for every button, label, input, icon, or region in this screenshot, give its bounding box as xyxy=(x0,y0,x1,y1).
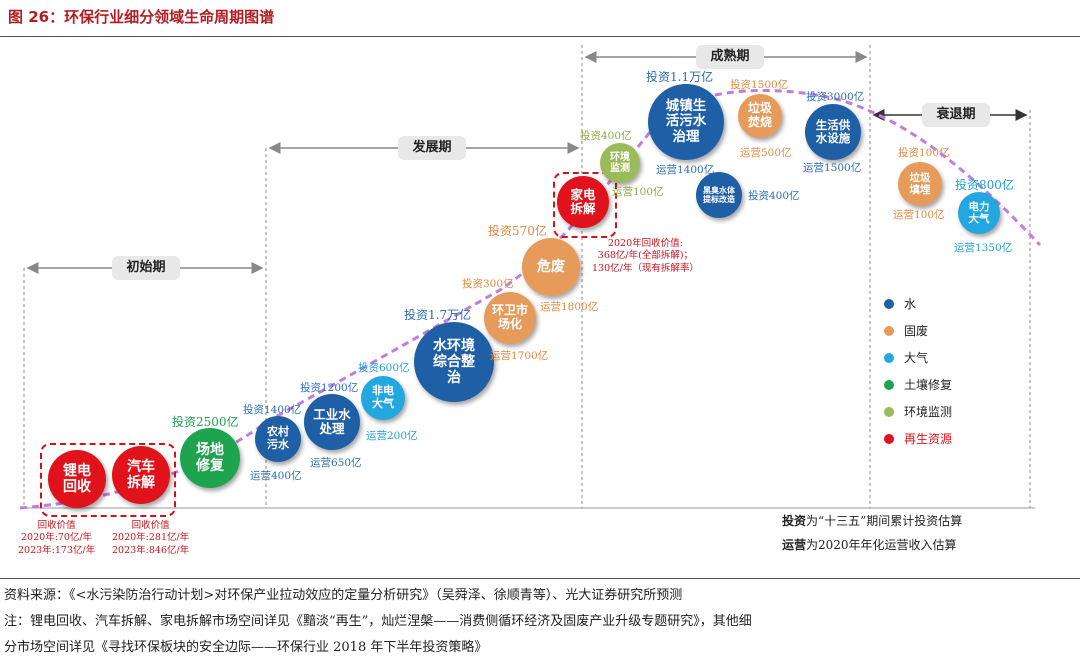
bubble-black-odorous-water: 黑臭水体 提标改造 xyxy=(696,172,742,218)
black-water-investment: 投资400亿 xyxy=(748,190,800,202)
legend-label: 大气 xyxy=(904,351,929,365)
annotation-investment: 投资为“十三五”期间累计投资估算 xyxy=(782,512,962,529)
top-divider xyxy=(0,36,1080,37)
figure-title: 图 26：环保行业细分领域生命周期图谱 xyxy=(8,8,275,26)
sanitation-operation: 运营1700亿 xyxy=(490,350,549,362)
water-supply-investment: 投资3000亿 xyxy=(806,91,865,103)
power-air-operation: 运营1350亿 xyxy=(954,242,1013,254)
legend-dot xyxy=(884,325,894,336)
legend-dot xyxy=(884,298,894,309)
legend-dot xyxy=(884,379,894,390)
auto-notes: 回收价值 2020年:281亿/年 2023年:846亿/年 xyxy=(112,520,190,556)
bubble-hazardous-waste: 危废 xyxy=(522,238,580,296)
water-env-investment: 投资1.7万亿 xyxy=(404,308,472,322)
legend-label: 土壤修复 xyxy=(904,378,953,392)
site-remediation-investment: 投资2500亿 xyxy=(172,415,239,429)
legend-item-monitoring: 环境监测 xyxy=(884,398,952,425)
bubble-appliance-dismantling: 家电 拆解 xyxy=(557,176,609,228)
note-line-1: 注：锂电回收、汽车拆解、家电拆解市场空间详见《黯淡“再生”，灿烂涅槃——消费侧循… xyxy=(4,614,752,629)
bubble-sanitation: 环卫市 场化 xyxy=(484,292,536,344)
lithium-notes: 回收价值 2020年:70亿/年 2023年:173亿/年 xyxy=(18,520,96,556)
annotation-term: 投资 xyxy=(782,514,807,528)
bubble-water-environment: 水环境 综合整 治 xyxy=(414,322,494,402)
legend-label: 环境监测 xyxy=(904,405,953,419)
annotation-operation: 运营为2020年年化运营收入估算 xyxy=(782,536,957,553)
bubble-urban-sewage: 城镇生 活污水 治理 xyxy=(648,84,724,160)
sanitation-investment: 投资300亿 xyxy=(462,278,514,290)
non-power-air-investment: 投资600亿 xyxy=(358,362,410,374)
incineration-operation: 运营500亿 xyxy=(740,147,792,159)
legend-item-soil: 土壤修复 xyxy=(884,371,952,398)
lifecycle-curve xyxy=(19,89,1042,510)
landfill-operation: 运营100亿 xyxy=(893,209,945,221)
legend-label: 水 xyxy=(904,297,917,311)
phase-label-growth: 发展期 xyxy=(398,136,466,160)
rural-sewage-investment: 投资1400亿 xyxy=(243,404,302,416)
non-power-air-operation: 运营200亿 xyxy=(366,430,418,442)
landfill-investment: 投资100亿 xyxy=(898,147,950,159)
bubble-lithium-recycling: 锂电 回收 xyxy=(48,450,106,508)
legend-item-air: 大气 xyxy=(884,344,952,371)
monitoring-operation: 运营100亿 xyxy=(612,186,664,198)
incineration-investment: 投资1500亿 xyxy=(730,79,789,91)
bubble-power-air: 电力 大气 xyxy=(958,192,1000,234)
bubble-non-power-air: 非电 大气 xyxy=(361,376,405,420)
phase-label-initial: 初始期 xyxy=(112,256,180,280)
bubble-rural-sewage: 农村 污水 xyxy=(255,416,301,462)
legend-item-solid-waste: 固废 xyxy=(884,317,952,344)
water-supply-operation: 运营1500亿 xyxy=(803,162,862,174)
source-line: 资料来源：《<水污染防治行动计划>对环保产业拉动效应的定量分析研究》（吴舜泽、徐… xyxy=(4,588,683,603)
rural-sewage-operation: 运营400亿 xyxy=(250,470,302,482)
recycle-highlight-box xyxy=(553,172,617,238)
hazardous-investment: 投资570亿 xyxy=(488,224,547,238)
bubble-water-supply: 生活供 水设施 xyxy=(805,104,861,160)
legend-dot xyxy=(884,433,894,444)
phase-label-decline: 衰退期 xyxy=(922,103,990,127)
hazardous-operation: 运营1800亿 xyxy=(540,301,599,313)
note-line-2: 分市场空间详见《寻找环保板块的安全边际——环保行业 2018 年下半年投资策略》 xyxy=(4,640,488,655)
legend-dot xyxy=(884,352,894,363)
industrial-water-investment: 投资1200亿 xyxy=(300,382,359,394)
bottom-divider xyxy=(0,578,1080,579)
lifecycle-chart xyxy=(19,45,1042,510)
bubble-industrial-water: 工业水 处理 xyxy=(304,394,360,450)
chart-legend: 水 固废 大气 土壤修复 环境监测 再生资源 xyxy=(884,290,952,452)
bubble-waste-incineration: 垃圾 焚烧 xyxy=(738,94,782,138)
recycle-highlight-box xyxy=(40,443,176,517)
phase-label-mature: 成熟期 xyxy=(696,45,764,69)
power-air-investment: 投资800亿 xyxy=(955,178,1014,192)
urban-sewage-operation: 运营1400亿 xyxy=(656,164,715,176)
annotation-text: 为“十三五”期间累计投资估算 xyxy=(806,514,963,528)
bubble-landfill: 垃圾 填埋 xyxy=(898,162,942,206)
legend-label: 再生资源 xyxy=(904,432,953,446)
legend-item-water: 水 xyxy=(884,290,952,317)
urban-sewage-investment: 投资1.1万亿 xyxy=(646,70,714,84)
appliance-notes: 2020年回收价值: 368亿/年(全部拆解)； 130亿/年（现有拆解率） xyxy=(592,238,699,274)
legend-label: 固废 xyxy=(904,324,929,338)
annotation-term: 运营 xyxy=(782,538,807,552)
monitoring-investment: 投资400亿 xyxy=(580,130,632,142)
annotation-text: 为2020年年化运营收入估算 xyxy=(806,538,957,552)
bubble-env-monitoring: 环境 监测 xyxy=(600,143,640,183)
bubble-site-remediation: 场地 修复 xyxy=(180,428,240,488)
legend-dot xyxy=(884,406,894,417)
bubble-auto-dismantling: 汽车 拆解 xyxy=(112,446,170,504)
legend-item-recycling: 再生资源 xyxy=(884,425,952,452)
industrial-water-operation: 运营650亿 xyxy=(310,457,362,469)
